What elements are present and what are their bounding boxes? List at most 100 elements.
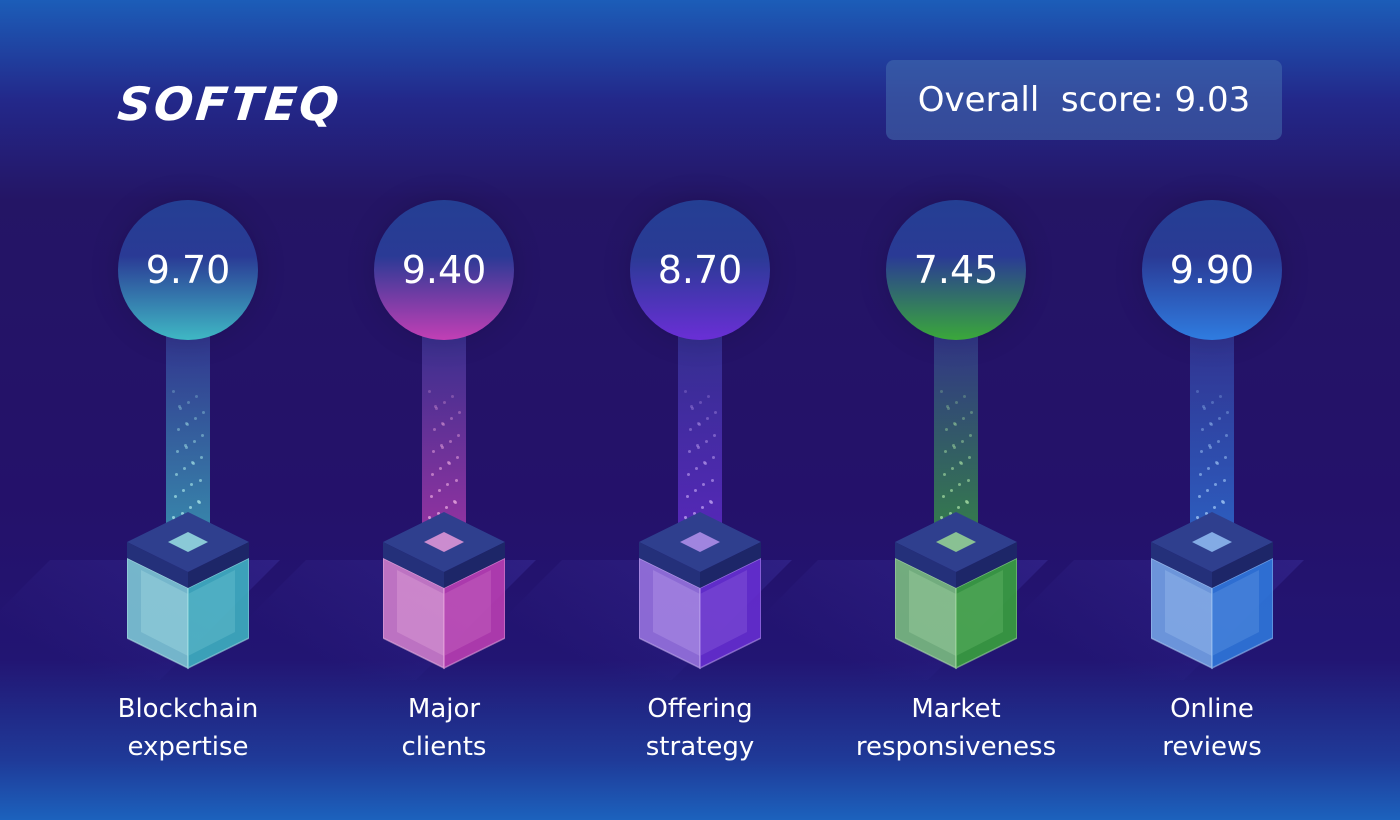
particle-dot: [428, 390, 431, 393]
particle-dot: [441, 422, 444, 425]
particle-dot: [455, 479, 458, 482]
particle-dot: [698, 423, 701, 426]
category-label: Offering strategy: [572, 690, 828, 766]
glass-cube-icon: [639, 512, 761, 670]
category-label-line1: Online: [1170, 694, 1254, 724]
particle-dot: [940, 390, 943, 393]
particle-dot: [451, 395, 454, 398]
particle-dot: [1203, 407, 1206, 410]
particle-dot: [1208, 444, 1211, 447]
particle-dot: [1217, 440, 1220, 443]
particle-dot: [1209, 422, 1212, 425]
particle-dot: [179, 407, 182, 410]
particle-dot: [1226, 411, 1229, 414]
particle-dot: [184, 444, 187, 447]
particle-dot: [185, 446, 188, 449]
particle-dot: [174, 495, 177, 498]
particle-dot: [187, 401, 190, 404]
particle-dot: [1213, 506, 1216, 509]
particle-dot: [1219, 395, 1222, 398]
particle-dot: [446, 483, 449, 486]
particle-dot: [961, 440, 964, 443]
particle-dot: [697, 422, 700, 425]
particle-dot: [445, 506, 448, 509]
particle-dot: [178, 405, 181, 408]
particle-dot: [706, 417, 709, 420]
particle-dot: [189, 506, 192, 509]
particle-dot: [1205, 512, 1208, 515]
particle-dot: [954, 423, 957, 426]
particle-dot: [186, 423, 189, 426]
particle-dot: [1209, 446, 1212, 449]
particle-dot: [953, 446, 956, 449]
category-label-line2: reviews: [1162, 732, 1262, 762]
particle-dot: [695, 467, 698, 470]
glass-cube-icon: [127, 512, 249, 670]
category-label-line2: clients: [401, 732, 487, 762]
particle-dot: [693, 512, 696, 515]
particle-dot: [200, 456, 203, 459]
particle-dot: [1206, 489, 1209, 492]
light-beam: [166, 320, 210, 550]
particle-dot: [193, 440, 196, 443]
particle-dot: [703, 461, 706, 464]
particle-dot: [1218, 417, 1221, 420]
category-label: Online reviews: [1084, 690, 1340, 766]
score-column-major-clients: 9.40 Major clients: [186, 0, 572, 820]
particle-dot: [195, 395, 198, 398]
particle-dot: [439, 467, 442, 470]
score-column-online-reviews: 9.90 Online reviews: [954, 0, 1340, 820]
particle-dot: [183, 467, 186, 470]
overall-score-badge: Overall score: 9.03: [886, 60, 1282, 140]
particle-dot: [449, 440, 452, 443]
category-label-line1: Offering: [647, 694, 753, 724]
particle-dot: [945, 428, 948, 431]
particle-dot: [962, 417, 965, 420]
particle-dot: [687, 473, 690, 476]
particle-dot: [702, 483, 705, 486]
particle-dot: [441, 446, 444, 449]
particle-dot: [191, 461, 194, 464]
particle-dot: [705, 440, 708, 443]
particle-dot: [689, 428, 692, 431]
particle-dot: [1221, 500, 1224, 503]
particle-dot: [713, 434, 716, 437]
score-circle: 8.70: [630, 200, 770, 340]
glass-cube-icon: [383, 512, 505, 670]
particle-dot: [701, 506, 704, 509]
particle-dot: [967, 479, 970, 482]
category-label-line2: responsiveness: [855, 732, 1057, 762]
particle-dot: [430, 495, 433, 498]
particle-dot: [686, 495, 689, 498]
particle-dot: [181, 512, 184, 515]
particle-dot: [199, 479, 202, 482]
particle-dot: [694, 489, 697, 492]
score-circle: 9.70: [118, 200, 258, 340]
light-beam: [422, 320, 466, 550]
score-column-offering-strategy: 8.70 Offering strategy: [442, 0, 828, 820]
particle-dot: [1200, 450, 1203, 453]
particle-dot: [194, 417, 197, 420]
particle-dot: [968, 456, 971, 459]
particle-dot: [709, 500, 712, 503]
particle-dot: [431, 473, 434, 476]
particle-dot: [712, 456, 715, 459]
particle-dot: [714, 411, 717, 414]
particle-dot: [1199, 473, 1202, 476]
particle-dot: [963, 395, 966, 398]
particle-dot: [433, 428, 436, 431]
particle-dot: [450, 417, 453, 420]
particle-dot: [947, 407, 950, 410]
particle-dot: [1225, 434, 1228, 437]
particle-dot: [942, 495, 945, 498]
score-circle: 9.40: [374, 200, 514, 340]
particle-dot: [952, 444, 955, 447]
particle-dot: [684, 390, 687, 393]
particle-dot: [457, 434, 460, 437]
particle-dot: [442, 423, 445, 426]
particle-dot: [959, 461, 962, 464]
particle-dot: [1210, 423, 1213, 426]
particle-dot: [1214, 483, 1217, 486]
particle-dot: [453, 500, 456, 503]
category-label: Blockchain expertise: [60, 690, 316, 766]
